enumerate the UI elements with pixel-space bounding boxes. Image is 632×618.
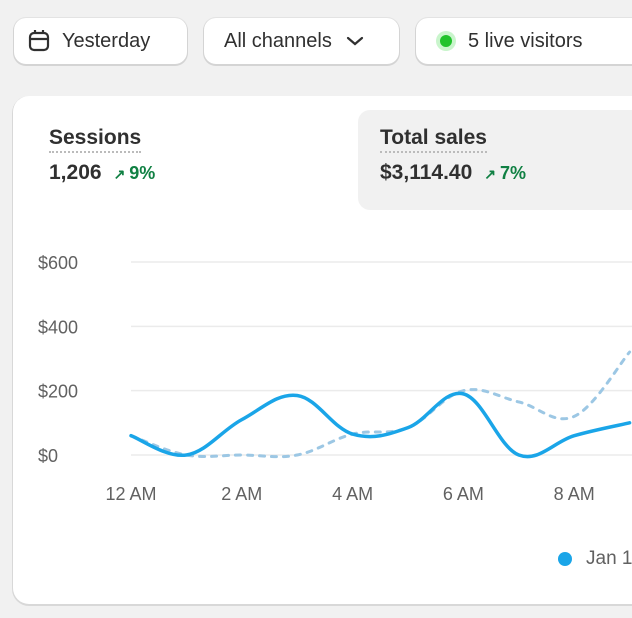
channel-select[interactable]: All channels [204, 18, 399, 64]
delta-value: 9% [129, 163, 156, 183]
legend-dot [558, 552, 572, 566]
legend-label: Jan 1 [586, 548, 632, 569]
metric-label: Sessions [49, 126, 142, 153]
primary-series-line [129, 391, 632, 459]
y-tick-label: $200 [38, 382, 78, 402]
metric-value: $3,114.40 [380, 161, 473, 184]
channel-label: All channels [224, 29, 332, 52]
sales-chart: $0 $200 $400 $600 12 AM 2 AM 4 AM 6 AM 8 AM [38, 253, 632, 504]
arrow-up-right-icon: ↗ [484, 166, 496, 182]
metric-value: 1,206 [49, 161, 102, 184]
x-tick-label: 2 AM [221, 484, 262, 504]
x-tick-label: 6 AM [443, 484, 484, 504]
y-tick-label: $600 [38, 253, 78, 273]
calendar-icon [28, 30, 50, 52]
x-tick-label: 8 AM [554, 484, 595, 504]
chevron-down-icon [346, 36, 363, 46]
arrow-up-right-icon: ↗ [113, 166, 126, 182]
delta-value: 7% [500, 163, 527, 183]
date-range-button[interactable]: Yesterday [14, 18, 187, 64]
metric-total-sales[interactable]: Total sales $3,114.40 ↗ 7% [358, 110, 632, 210]
live-visitors-button[interactable]: 5 live visitors [416, 18, 632, 64]
live-visitors-label: 5 live visitors [468, 29, 583, 52]
comparison-series-line [129, 350, 632, 459]
analytics-card: Sessions 1,206 ↗ 9% Total sales $3,114.40… [13, 96, 632, 604]
y-tick-label: $400 [38, 317, 78, 337]
date-range-label: Yesterday [62, 29, 151, 52]
y-tick-label: $0 [38, 446, 58, 466]
metric-label: Total sales [380, 126, 487, 153]
legend: Jan 1 [558, 548, 632, 570]
x-tick-label: 4 AM [332, 484, 373, 504]
live-dot-icon [440, 35, 452, 47]
x-tick-label: 12 AM [105, 484, 156, 504]
metric-delta: ↗ 7% [484, 163, 526, 184]
metric-delta: ↗ 9% [114, 163, 156, 184]
metric-sessions[interactable]: Sessions 1,206 ↗ 9% [27, 110, 347, 210]
